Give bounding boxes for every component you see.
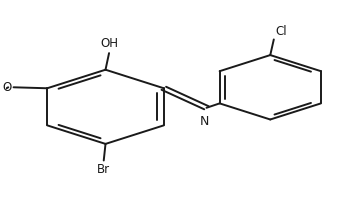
Text: O: O: [3, 81, 12, 94]
Text: OH: OH: [100, 37, 118, 50]
Text: Cl: Cl: [275, 25, 287, 37]
Text: N: N: [200, 115, 209, 128]
Text: Br: Br: [97, 163, 110, 176]
